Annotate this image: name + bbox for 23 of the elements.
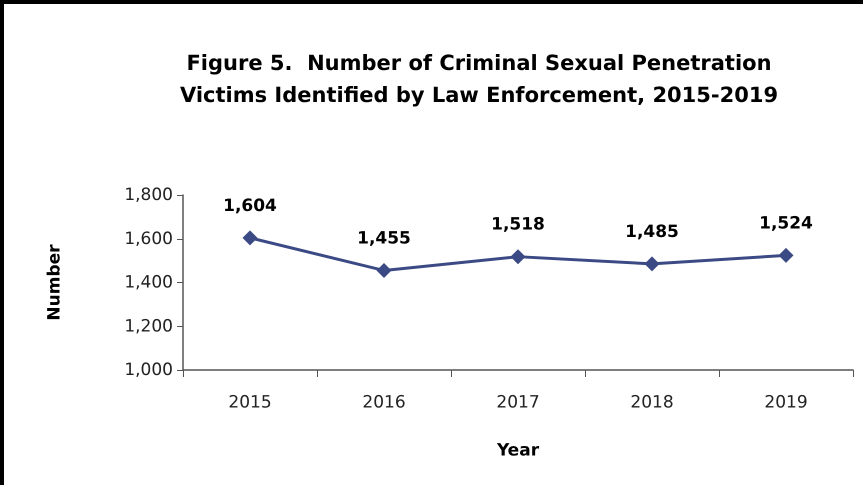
point bbox=[510, 249, 526, 264]
data-label: 1,485 bbox=[625, 222, 679, 242]
chart-title: Figure 5. Number of Criminal Sexual Penetration Victims Identified by Law Enforcement, 2015-2019 bbox=[180, 51, 778, 107]
x-axis-title: Year bbox=[496, 440, 540, 460]
x-tick-label: 2015 bbox=[228, 392, 272, 412]
y-tick-label: 1,800 bbox=[124, 185, 173, 205]
y-tick-label: 1,400 bbox=[124, 272, 173, 292]
y-tick-label: 1,200 bbox=[124, 316, 173, 336]
data-label: 1,455 bbox=[357, 228, 411, 248]
point bbox=[376, 262, 392, 278]
y-axis-title: Number bbox=[44, 244, 64, 321]
x-tick-label: 2018 bbox=[630, 392, 674, 412]
point bbox=[778, 248, 794, 263]
data-label: 1,604 bbox=[223, 196, 278, 216]
x-tick-label: 2017 bbox=[496, 392, 540, 412]
x-tick-label: 2019 bbox=[764, 392, 808, 412]
data-label: 1,518 bbox=[491, 214, 545, 235]
y-tick-label: 1,000 bbox=[124, 360, 173, 380]
data-label: 1,524 bbox=[759, 213, 814, 234]
point bbox=[242, 230, 258, 246]
point bbox=[644, 256, 660, 272]
y-tick-label: 1,600 bbox=[124, 228, 173, 249]
x-tick-label: 2016 bbox=[362, 392, 406, 412]
